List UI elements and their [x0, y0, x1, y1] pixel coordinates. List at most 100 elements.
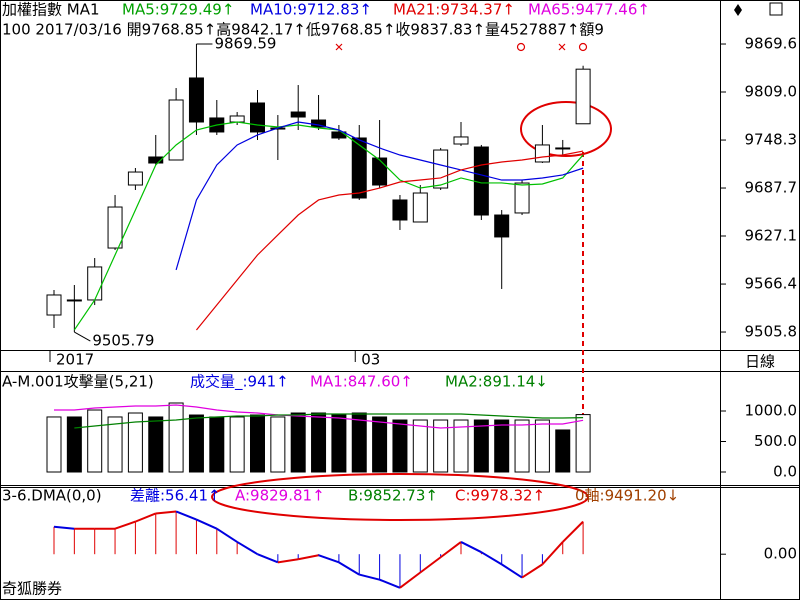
- highlight-marks: [211, 101, 612, 521]
- ma-line: [73, 121, 584, 331]
- header-item: A-M.001攻擊量(5,21): [2, 373, 154, 391]
- volume-ma-line: [54, 404, 584, 429]
- volume-bar: [575, 414, 591, 473]
- volume-bar: [168, 402, 184, 473]
- ma-line: [195, 150, 584, 331]
- y-tick-label: 9505.8: [745, 323, 798, 341]
- volume-bar: [473, 419, 489, 473]
- volume-bar: [188, 414, 204, 473]
- candle-body: [555, 147, 571, 150]
- dma-segment: [480, 551, 503, 566]
- volume-bar: [290, 412, 306, 473]
- dma-segment: [277, 558, 299, 564]
- window-icons[interactable]: [734, 2, 783, 16]
- info-line: 100 2017/03/16 開9768.85↑高9842.17↑低9768.8…: [2, 21, 604, 39]
- header-item: B:9852.73↑: [348, 487, 438, 505]
- volume-bar: [46, 416, 62, 473]
- dma-segment: [541, 541, 564, 566]
- y-tick-label: 9566.4: [745, 275, 798, 293]
- candle-body: [188, 77, 204, 123]
- dma-segment: [236, 541, 259, 556]
- y-tick-label: 9809.0: [745, 82, 798, 100]
- candle-body: [494, 214, 510, 238]
- dma-segment: [257, 553, 279, 564]
- dma-segment: [440, 541, 462, 559]
- header-item: MA10:9712.83↑: [250, 1, 372, 19]
- candle-body: [168, 99, 184, 161]
- dma-segment: [419, 556, 442, 574]
- dma-segment: [521, 563, 543, 579]
- candle-body: [66, 299, 82, 302]
- volume-bar: [453, 419, 469, 473]
- candle-body: [453, 136, 469, 145]
- header-item: MA5:9729.49↑: [122, 1, 234, 19]
- ma-line: [175, 121, 584, 271]
- y-tick-label: 9869.6: [745, 35, 798, 53]
- volume-bar: [534, 419, 550, 473]
- volume-bar: [331, 414, 347, 473]
- volume-ma-line: [74, 413, 584, 429]
- low-label: 9505.79: [92, 332, 154, 350]
- y-tick-label: 9748.3: [745, 131, 798, 149]
- volume-bar: [392, 419, 408, 473]
- candle-body: [148, 156, 164, 164]
- volume-bar: [209, 416, 225, 473]
- volume-bar: [514, 419, 530, 473]
- header-item: A:9829.81↑: [235, 487, 325, 505]
- candle-body: [229, 115, 245, 123]
- dma-segment: [114, 520, 136, 530]
- candle-body: [107, 206, 123, 249]
- dma-segment: [318, 554, 340, 564]
- dma-segment: [298, 554, 319, 561]
- dma-segment: [135, 512, 157, 523]
- dma-segment: [338, 561, 360, 576]
- dma-segment: [501, 563, 523, 579]
- high-label: 9869.59: [214, 35, 276, 53]
- candle-body: [250, 102, 265, 133]
- y-tick-label: 0.00: [764, 545, 797, 563]
- header-item: MA21:9734.37↑: [393, 1, 515, 19]
- candle-body: [534, 144, 550, 163]
- dma-segment: [359, 573, 380, 581]
- low-pointer: [74, 331, 91, 342]
- header-item: 0軸:9491.20↓: [575, 487, 679, 505]
- volume-bar: [311, 412, 327, 473]
- candle-body: [87, 266, 103, 301]
- header-item: 成交量_:941↑: [190, 373, 289, 392]
- volume-bar: [148, 416, 164, 473]
- signal-marks: [335, 42, 588, 52]
- dma-segment: [562, 520, 584, 543]
- y-tick-label: 500.0: [754, 432, 797, 450]
- candle-body: [127, 171, 143, 186]
- header-item: 3-6.DMA(0,0): [2, 487, 102, 505]
- volume-bar: [87, 409, 103, 473]
- header-item: MA65:9477.46↑: [528, 1, 650, 19]
- y-tick-label: 9627.1: [745, 226, 798, 244]
- candle-body: [290, 111, 306, 118]
- volume-bar: [494, 419, 510, 473]
- x-tick-label: 2017: [56, 351, 94, 369]
- candle-body: [575, 68, 591, 125]
- header-item: MA1:847.60↑: [310, 373, 413, 391]
- header-item: 差離:56.41↑: [130, 487, 221, 505]
- dma-segment: [216, 527, 238, 543]
- volume-bar: [270, 416, 286, 473]
- candle-body: [372, 157, 388, 186]
- volume-bar: [412, 419, 428, 473]
- period-label: 日線: [745, 353, 775, 371]
- dma-segment: [399, 571, 421, 589]
- candle-body: [392, 199, 408, 221]
- candle-body: [351, 137, 367, 199]
- y-tick-label: 0.0: [773, 463, 797, 481]
- volume-bar: [127, 412, 143, 473]
- candle-body: [473, 146, 489, 216]
- volume-bar: [66, 416, 82, 473]
- header-item: MA2:891.14↓: [445, 373, 548, 391]
- volume-bar: [107, 416, 123, 473]
- volume-bar: [433, 419, 449, 473]
- y-tick-label: 9687.7: [745, 179, 798, 197]
- dma-segment: [460, 541, 482, 554]
- dma-segment: [175, 510, 197, 521]
